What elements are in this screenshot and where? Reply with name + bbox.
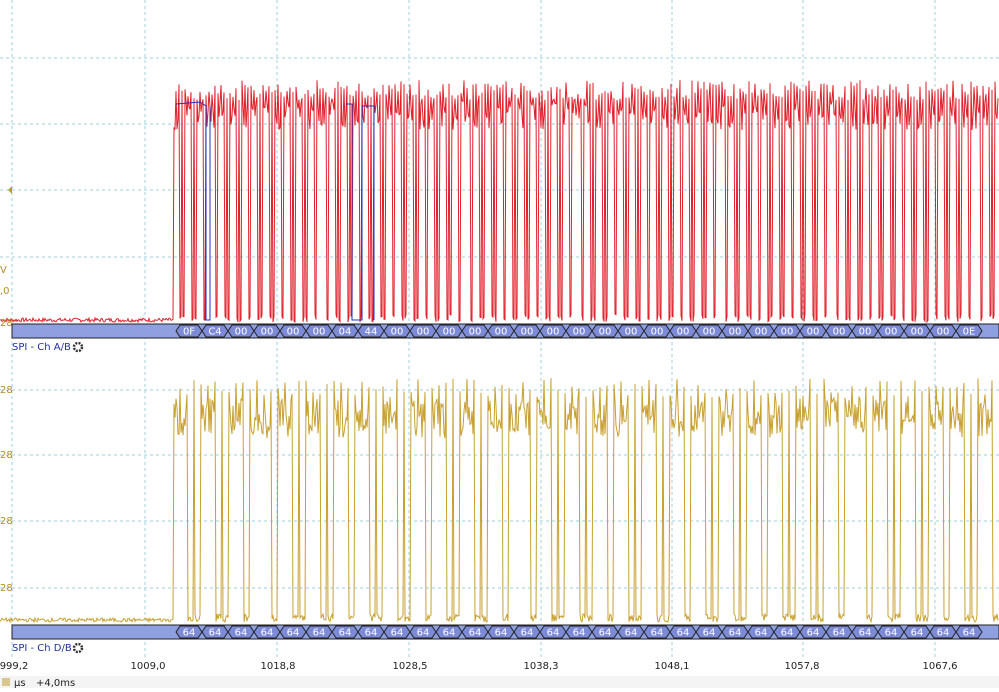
decode-byte-label: 64 [625, 628, 638, 639]
decode-byte-label: 44 [365, 327, 378, 338]
decode-byte-label: 00 [287, 327, 300, 338]
x-tick-label: 1038,3 [524, 661, 559, 672]
decode-byte-label: 00 [859, 327, 872, 338]
decode-byte-label: 64 [885, 628, 898, 639]
decode-byte-label: 0E [963, 327, 976, 338]
decode-byte-label: 64 [495, 628, 508, 639]
y-label: 28 [0, 583, 13, 594]
decode-byte-label: 64 [677, 628, 690, 639]
decode-byte-label: 64 [703, 628, 716, 639]
decode-byte-label: 00 [417, 327, 430, 338]
decode-byte-label: 00 [885, 327, 898, 338]
decode-byte-label: 64 [261, 628, 274, 639]
decode-byte-label: 04 [339, 327, 352, 338]
decode-byte-label: 64 [391, 628, 404, 639]
y-label: 28 [0, 450, 13, 461]
decode-byte-label: 64 [339, 628, 352, 639]
decode-byte-label: 00 [729, 327, 742, 338]
y-label: V [0, 265, 7, 276]
unit-swatch [2, 678, 10, 686]
decode-byte-label: 00 [235, 327, 248, 338]
decode-byte-label: 64 [521, 628, 534, 639]
y-label: ,0 [0, 286, 10, 297]
decode-byte-label: 64 [469, 628, 482, 639]
decode-byte-label: 0F [183, 327, 195, 338]
waveform [0, 80, 999, 324]
decode-byte-label: 00 [391, 327, 404, 338]
decode-byte-label: 00 [651, 327, 664, 338]
status-bar [0, 676, 999, 688]
x-tick-label: 1018,8 [261, 661, 296, 672]
waveform [175, 101, 211, 321]
decode-byte-label: 64 [417, 628, 430, 639]
y-label: 28 [0, 516, 13, 527]
trigger-marker [8, 186, 12, 194]
x-tick-label: 1028,5 [393, 661, 428, 672]
decode-byte-label: 64 [859, 628, 872, 639]
decode-byte-label: 00 [833, 327, 846, 338]
overlay: V ,0 28 28 28 28 28 0F C4 00 00 00 00 04 44 00 00 00 00 00 0… [0, 265, 999, 672]
decode-byte-label: 64 [209, 628, 222, 639]
x-tick-label: 1067,6 [923, 661, 958, 672]
waveform [0, 378, 999, 624]
time-offset: +4,0ms [36, 678, 75, 688]
y-label: 28 [0, 318, 13, 329]
decode-byte-label: 00 [521, 327, 534, 338]
decode-byte-label: 00 [755, 327, 768, 338]
decode-byte [955, 625, 983, 639]
decode-byte-label: 00 [313, 327, 326, 338]
decode-byte-label: 00 [469, 327, 482, 338]
decode-byte-label: 00 [599, 327, 612, 338]
x-tick-label: 1009,0 [131, 661, 166, 672]
decode-byte [955, 324, 983, 338]
decode-byte-label: 64 [781, 628, 794, 639]
y-label: 28 [0, 385, 13, 396]
decode-byte-label: C4 [208, 327, 221, 338]
decode-byte-label: 00 [547, 327, 560, 338]
decode-byte-label: 00 [703, 327, 716, 338]
decode-byte-label: 00 [807, 327, 820, 338]
decode-byte-label: 64 [235, 628, 248, 639]
decode-byte-label: 64 [287, 628, 300, 639]
x-unit: μs [14, 678, 26, 688]
decode-byte-label: 00 [495, 327, 508, 338]
x-tick-label: 1048,1 [655, 661, 690, 672]
decode-byte-label: 64 [651, 628, 664, 639]
decode-byte-label: 64 [833, 628, 846, 639]
decode-byte-label: 64 [807, 628, 820, 639]
decode-byte-label: 64 [963, 628, 976, 639]
decoder-label: SPI - Ch D/B [12, 643, 72, 654]
decode-byte-label: 64 [547, 628, 560, 639]
decode-byte-label: 64 [183, 628, 196, 639]
decode-byte-label: 00 [573, 327, 586, 338]
decode-byte-label: 64 [729, 628, 742, 639]
decode-byte-label: 64 [937, 628, 950, 639]
decode-byte-label: 64 [443, 628, 456, 639]
decoder-settings [72, 642, 84, 654]
decode-byte-label: 64 [911, 628, 924, 639]
decode-byte-label: 00 [781, 327, 794, 338]
decode-byte-label: 00 [911, 327, 924, 338]
decode-byte-label: 00 [261, 327, 274, 338]
decode-byte-label: 00 [677, 327, 690, 338]
decode-byte-label: 00 [443, 327, 456, 338]
decoder-label: SPI - Ch A/B [12, 342, 71, 353]
decode-byte-label: 00 [937, 327, 950, 338]
decode-byte-label: 64 [313, 628, 326, 639]
decoder-settings [72, 341, 84, 353]
waveform [346, 103, 375, 321]
decode-byte-label: 00 [625, 327, 638, 338]
decode-byte-label: 64 [573, 628, 586, 639]
waveforms [0, 80, 999, 624]
decode-byte-label: 64 [365, 628, 378, 639]
x-tick-label: 1057,8 [785, 661, 820, 672]
decode-byte-label: 64 [599, 628, 612, 639]
x-tick-label: 999,2 [0, 661, 28, 672]
decode-byte-label: 64 [755, 628, 768, 639]
